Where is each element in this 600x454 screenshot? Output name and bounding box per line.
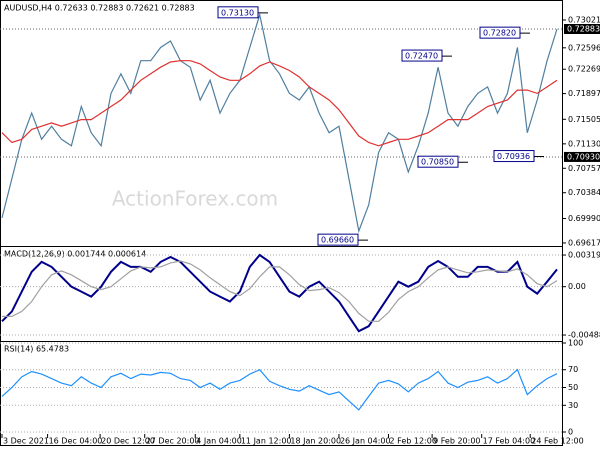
y-tick-label: 0.70384 (568, 188, 600, 197)
frame (0, 0, 563, 446)
annotation-label: 0.72470 (405, 52, 438, 61)
x-tick-label: 24 Feb 12:00 (531, 437, 583, 446)
y-tick-label: 100 (568, 339, 583, 348)
series-line (1, 253, 558, 333)
y-tick-label: 0.69990 (568, 214, 600, 223)
y-tick-label: 70 (568, 365, 578, 374)
annotation-box (493, 150, 535, 163)
price-marker-label: 0.70930 (567, 152, 600, 161)
chart-header: AUDUSD,H4 0.72633 0.72883 0.72621 0.7288… (4, 4, 195, 13)
rsi-title: RSI(14) 65.4783 (4, 345, 69, 354)
x-tick-label: 17 Feb 04:00 (483, 437, 535, 446)
annotation-box (401, 49, 443, 62)
watermark: ActionForex.com (112, 187, 278, 211)
annotation-label: 0.72820 (483, 29, 516, 38)
y-tick-label: -0.004887 (568, 331, 600, 340)
y-tick-label: 0.71505 (568, 115, 600, 124)
x-tick-label: 26 Jan 04:00 (340, 437, 391, 446)
y-tick-label: 0.69617 (568, 238, 600, 247)
y-tick-label: 0.71130 (568, 139, 600, 148)
x-tick-label: 2 Feb 12:00 (390, 437, 437, 446)
x-tick-label: 27 Dec 20:00 (146, 437, 200, 446)
x-tick-label: 20 Dec 12:00 (101, 437, 155, 446)
series-line (1, 368, 558, 411)
series-line (1, 60, 558, 147)
annotation-label: 0.69660 (321, 236, 354, 245)
annotation-box (479, 26, 521, 39)
x-tick-label: 9 Feb 20:00 (433, 437, 480, 446)
y-tick-label: 0.72269 (568, 65, 600, 74)
series-line (1, 12, 558, 234)
annotation-label: 0.73130 (221, 8, 254, 17)
y-tick-label: 0.003199 (568, 251, 600, 260)
x-tick-label: 4 Jan 04:00 (196, 437, 242, 446)
annotation-box (417, 155, 459, 168)
y-tick-label: 0.70757 (568, 164, 600, 173)
y-tick-label: 0.71897 (568, 89, 600, 98)
y-tick-label: 0 (568, 428, 573, 437)
price-marker (564, 151, 600, 162)
annotation-label: 0.70850 (421, 158, 454, 167)
annotation-label: 0.70936 (497, 152, 530, 161)
x-tick-label: 16 Dec 04:00 (49, 437, 103, 446)
x-tick-label: 11 Jan 12:00 (241, 437, 292, 446)
price-marker-label: 0.72883 (567, 25, 600, 34)
y-tick-label: 0.72596 (568, 43, 600, 52)
y-tick-label: 0.73021 (568, 15, 600, 24)
annotation-box (317, 233, 359, 246)
y-tick-label: 50 (568, 383, 578, 392)
price-marker (564, 24, 600, 35)
series-line (2, 260, 558, 322)
x-tick-label: 18 Jan 20:00 (290, 437, 341, 446)
y-tick-label: 30 (568, 401, 578, 410)
annotation-box (217, 6, 259, 19)
macd-title: MACD(12,26,9) 0.001744 0.000614 (4, 250, 146, 259)
y-tick-label: 0.00 (568, 282, 586, 291)
x-tick-label: 3 Dec 2021 (3, 437, 49, 446)
